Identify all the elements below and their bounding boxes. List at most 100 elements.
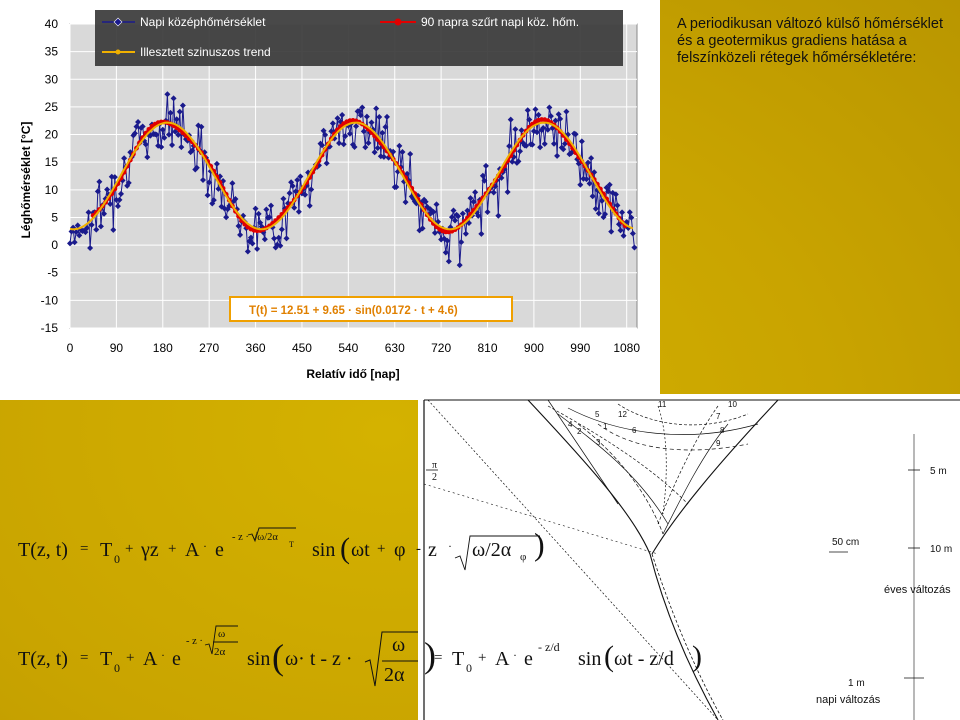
curve-label-2: 2 <box>577 427 582 436</box>
daily-point <box>84 225 91 232</box>
daily-point <box>229 180 236 187</box>
daily-point <box>555 111 562 118</box>
daily-point <box>158 143 165 150</box>
series-trend-line <box>69 121 634 231</box>
daily-point <box>452 217 459 224</box>
y-tick-label: 30 <box>45 72 59 86</box>
daily-point <box>329 120 336 127</box>
daily-point <box>577 181 584 188</box>
daily-point <box>254 245 261 252</box>
daily-point <box>178 144 185 151</box>
daily-point <box>537 144 544 151</box>
daily-point <box>334 115 341 122</box>
daily-point <box>529 141 536 148</box>
daily-point <box>110 226 117 233</box>
daily-point <box>101 210 108 217</box>
daily-point <box>379 129 386 136</box>
y-tick-label: 20 <box>45 128 59 142</box>
daily-point <box>193 164 200 171</box>
equation-strokes <box>204 527 418 687</box>
daily-point <box>322 131 329 138</box>
daily-point <box>619 209 626 216</box>
daily-point <box>232 196 239 203</box>
daily-point <box>113 196 120 203</box>
daily-point <box>448 214 455 221</box>
daily-point <box>467 195 474 202</box>
daily-point <box>351 144 358 151</box>
eq1-t0: T <box>100 539 113 561</box>
eq1-arg: ωt <box>351 539 370 561</box>
eq1-sin: sin <box>312 539 336 561</box>
daily-point <box>479 172 486 179</box>
eq1-plus3: + <box>377 541 386 557</box>
daily-point <box>97 223 104 230</box>
daily-point <box>433 201 440 208</box>
daily-point <box>431 229 438 236</box>
daily-point <box>189 147 196 154</box>
daily-point <box>319 142 326 149</box>
daily-point <box>515 158 522 165</box>
legend-label-daily: Napi középhőmérséklet <box>140 15 266 29</box>
daily-point <box>175 131 182 138</box>
daily-point <box>626 209 633 216</box>
daily-point <box>472 189 479 196</box>
daily-point <box>363 113 370 120</box>
curve-label-6: 6 <box>632 426 637 435</box>
daily-point <box>87 245 94 252</box>
daily-point <box>278 226 285 233</box>
curve-label-1: 1 <box>603 422 608 431</box>
daily-point <box>606 181 613 188</box>
caption-text: A periodikusan változó külső hőmérséklet… <box>677 16 943 66</box>
x-tick-label: 270 <box>199 341 219 355</box>
daily-point <box>459 210 466 217</box>
daily-point <box>283 235 290 242</box>
eq2-sin: sin <box>247 648 271 670</box>
daily-point <box>371 149 378 156</box>
label-daily-change: napi változás <box>816 694 881 706</box>
daily-point <box>104 186 111 193</box>
eq2-t0-sub: 0 <box>114 661 120 675</box>
daily-point <box>357 112 364 119</box>
daily-point <box>362 144 369 151</box>
daily-point <box>339 112 346 119</box>
daily-point <box>631 244 638 251</box>
daily-point <box>541 140 548 147</box>
y-tick-label: -5 <box>47 266 58 280</box>
label-2: 2 <box>432 472 437 483</box>
legend-entry-filtered: 90 napra szűrt napi köz. hőm. <box>380 15 579 29</box>
daily-point <box>263 206 270 213</box>
daily-point <box>297 173 304 180</box>
legend-entry-trend: Illesztett szinuszos trend <box>102 45 271 59</box>
daily-point <box>475 212 482 219</box>
daily-point <box>602 211 609 218</box>
x-tick-label: 450 <box>292 341 312 355</box>
y-tick-label: 40 <box>45 17 59 31</box>
daily-point <box>249 240 256 247</box>
daily-point <box>598 197 605 204</box>
daily-point <box>510 154 517 161</box>
eq1-t0-sub: 0 <box>114 552 120 566</box>
daily-point <box>67 240 73 247</box>
daily-point <box>118 190 125 197</box>
label-5m: 5 m <box>930 466 947 477</box>
eq2-plus1: + <box>126 650 135 666</box>
daily-point <box>206 179 213 186</box>
daily-point <box>169 141 176 148</box>
daily-point <box>167 109 174 116</box>
equations-panel: T(z, t) = T 0 + γz + A · e - z · √ω/2α T… <box>0 400 418 720</box>
daily-point <box>518 127 525 134</box>
daily-point <box>470 198 477 205</box>
daily-point <box>295 208 302 215</box>
daily-point <box>506 143 513 150</box>
curve-label-5: 5 <box>595 410 600 419</box>
eq2-equals: = <box>80 650 89 666</box>
x-tick-label: 810 <box>478 341 498 355</box>
daily-point <box>266 214 273 221</box>
daily-point <box>170 95 177 102</box>
curve-label-10: 10 <box>728 400 737 409</box>
daily-point <box>244 248 251 255</box>
daily-point <box>142 141 149 148</box>
daily-point <box>478 230 485 237</box>
daily-point <box>286 190 293 197</box>
eq2-big-num: ω <box>392 634 406 656</box>
